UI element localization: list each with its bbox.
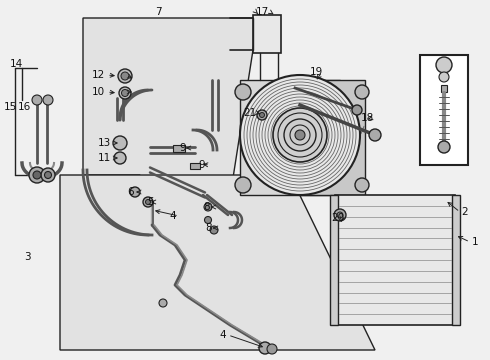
Text: 11: 11 <box>98 153 111 163</box>
Circle shape <box>118 69 132 83</box>
Circle shape <box>260 112 265 117</box>
Circle shape <box>438 141 450 153</box>
Text: 7: 7 <box>155 7 161 17</box>
Circle shape <box>33 171 41 179</box>
Bar <box>190 163 200 169</box>
Circle shape <box>121 72 129 80</box>
Text: 9: 9 <box>198 160 205 170</box>
Circle shape <box>204 203 212 211</box>
Text: 4: 4 <box>170 211 176 221</box>
Circle shape <box>259 342 271 354</box>
Text: 18: 18 <box>360 113 373 123</box>
Circle shape <box>114 152 126 164</box>
Text: 13: 13 <box>98 138 111 148</box>
Circle shape <box>257 110 267 120</box>
Text: 16: 16 <box>17 102 31 112</box>
Circle shape <box>240 75 360 195</box>
Text: 4: 4 <box>220 330 226 340</box>
Text: 2: 2 <box>462 207 468 217</box>
Text: 14: 14 <box>9 59 23 69</box>
Text: 21: 21 <box>244 108 257 118</box>
Bar <box>240 80 340 195</box>
Text: 10: 10 <box>92 87 104 97</box>
Text: 15: 15 <box>3 102 17 112</box>
Circle shape <box>439 72 449 82</box>
Circle shape <box>122 90 128 96</box>
Circle shape <box>284 119 316 151</box>
Circle shape <box>29 167 45 183</box>
Bar <box>173 145 185 152</box>
Circle shape <box>32 95 42 105</box>
Text: 5: 5 <box>147 197 153 207</box>
Circle shape <box>130 187 140 197</box>
Circle shape <box>355 85 369 99</box>
Circle shape <box>143 197 153 207</box>
Bar <box>452 195 460 325</box>
Circle shape <box>235 84 251 100</box>
Circle shape <box>355 178 369 192</box>
Circle shape <box>235 177 251 193</box>
Circle shape <box>45 171 51 179</box>
Text: 8: 8 <box>206 223 212 233</box>
Text: 3: 3 <box>24 252 30 262</box>
Text: 8: 8 <box>204 202 210 212</box>
Bar <box>420 55 468 165</box>
Text: 20: 20 <box>331 213 344 223</box>
Bar <box>335 195 455 325</box>
Text: 17: 17 <box>255 7 269 17</box>
Circle shape <box>119 87 131 99</box>
Circle shape <box>43 95 53 105</box>
Polygon shape <box>60 175 375 350</box>
Polygon shape <box>83 18 258 210</box>
Circle shape <box>204 216 212 224</box>
Circle shape <box>267 344 277 354</box>
Circle shape <box>210 226 218 234</box>
Circle shape <box>41 168 55 182</box>
Text: 1: 1 <box>472 237 478 247</box>
Circle shape <box>273 108 327 162</box>
Bar <box>330 195 338 325</box>
Text: 12: 12 <box>91 70 105 80</box>
Circle shape <box>159 299 167 307</box>
Text: 19: 19 <box>309 67 322 77</box>
Circle shape <box>436 57 452 73</box>
Circle shape <box>146 199 150 204</box>
Text: 6: 6 <box>128 187 134 197</box>
Circle shape <box>369 129 381 141</box>
Text: 9: 9 <box>180 143 186 153</box>
Circle shape <box>334 209 346 221</box>
Bar <box>253 15 281 53</box>
Circle shape <box>113 136 127 150</box>
Bar <box>441 85 447 92</box>
Circle shape <box>352 105 362 115</box>
Circle shape <box>337 212 343 218</box>
Circle shape <box>295 130 305 140</box>
Bar <box>300 80 365 195</box>
